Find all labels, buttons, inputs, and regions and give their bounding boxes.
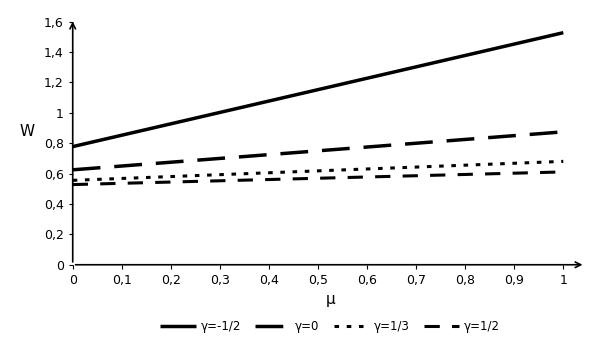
Legend: γ=-1/2, γ=0, γ=1/3, γ=1/2: γ=-1/2, γ=0, γ=1/3, γ=1/2 [156,316,505,338]
Y-axis label: W: W [19,125,35,139]
X-axis label: μ: μ [325,292,335,307]
